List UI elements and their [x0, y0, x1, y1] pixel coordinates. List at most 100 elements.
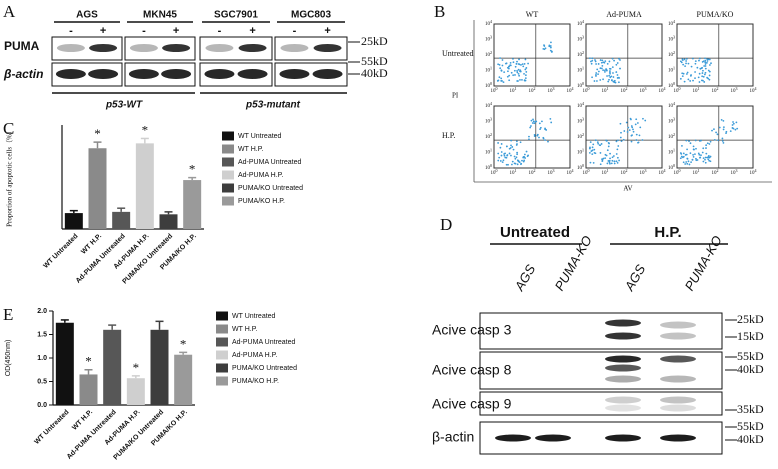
row-header: Untreated	[442, 49, 474, 58]
tick-base: 10	[485, 151, 491, 156]
cell-dot	[708, 58, 711, 61]
tick-exponent: 1	[607, 86, 609, 91]
tick-label: 103	[485, 116, 492, 124]
tick-label: 100	[674, 86, 681, 94]
tick-base: 10	[485, 84, 491, 89]
legend-swatch	[216, 363, 228, 373]
tick-base: 10	[712, 89, 718, 94]
tick-base: 10	[750, 171, 756, 176]
cell-dot	[594, 59, 596, 61]
tick-base: 10	[668, 120, 674, 125]
tick-label: 101	[485, 147, 492, 155]
cell-dot	[506, 66, 509, 69]
tick-label: 102	[529, 86, 536, 94]
cell-dot	[686, 162, 689, 165]
y-tick-label: 0.0	[37, 402, 47, 409]
cell-dot	[607, 160, 610, 162]
tick-exponent: 4	[582, 19, 584, 24]
cell-dot	[613, 59, 615, 62]
lane-label: AGS	[511, 262, 538, 294]
cell-dot	[687, 160, 690, 163]
cell-dot	[614, 81, 617, 84]
flow-plot	[585, 23, 663, 87]
cell-dot	[528, 135, 530, 138]
cell-dot	[615, 160, 618, 163]
cell-dot	[592, 143, 595, 146]
tick-exponent: 2	[673, 132, 675, 137]
cell-dot	[608, 159, 611, 162]
cell-dot	[596, 68, 599, 71]
tick-label: 102	[621, 168, 628, 176]
tick-exponent: 1	[490, 65, 492, 70]
cell-dot	[632, 128, 634, 131]
cell-dot	[499, 160, 502, 162]
blot-band	[129, 44, 158, 52]
cell-dot	[515, 140, 518, 143]
cell-dot	[545, 129, 548, 131]
cell-dot	[593, 148, 596, 151]
cell-dot	[706, 58, 709, 61]
cell-dot	[533, 135, 536, 138]
cell-dot	[596, 141, 599, 144]
cell-dot	[519, 69, 522, 72]
tick-base: 10	[668, 104, 674, 109]
cell-dot	[615, 140, 618, 143]
blot-band	[605, 434, 641, 442]
cell-dot	[685, 73, 688, 75]
tick-label: 102	[668, 132, 675, 140]
legend-swatch	[222, 157, 234, 167]
cell-dot	[707, 69, 710, 72]
cell-dot	[615, 63, 618, 66]
tick-base: 10	[485, 166, 491, 171]
blot-band	[88, 69, 119, 79]
tick-base: 10	[485, 69, 491, 74]
bar	[55, 322, 74, 405]
cell-dot	[531, 122, 534, 124]
tick-base: 10	[621, 171, 627, 176]
legend-swatch	[216, 350, 228, 360]
cell-dot	[589, 141, 592, 144]
cell-dot	[725, 132, 727, 135]
cell-dot	[616, 161, 619, 164]
tick-label: 104	[577, 101, 584, 109]
cell-dot	[515, 156, 518, 159]
cell-dot	[688, 163, 691, 166]
panel-letter: B	[434, 2, 445, 21]
cell-dot	[502, 81, 505, 84]
flow-plot	[493, 23, 571, 87]
tick-exponent: 4	[664, 168, 666, 173]
cell-dot	[720, 119, 723, 121]
tick-label: 100	[577, 81, 584, 89]
tick-base: 10	[668, 84, 674, 89]
cell-dot	[694, 62, 697, 65]
cell-dot	[606, 149, 609, 152]
cell-dot	[517, 63, 520, 65]
axis-label: PI	[452, 92, 459, 100]
cell-dot	[732, 122, 735, 125]
tick-exponent: 2	[534, 168, 536, 173]
cell-dot	[509, 147, 512, 149]
cell-dot	[597, 63, 600, 65]
blot-band	[128, 69, 159, 79]
cell-dot	[610, 162, 613, 165]
cell-dot	[619, 122, 622, 125]
legend-label: Ad-PUMA Untreated	[238, 159, 302, 166]
cell-dot	[617, 139, 619, 142]
cell-dot	[528, 138, 530, 141]
cell-dot	[619, 67, 621, 70]
cell-dot	[593, 80, 596, 82]
lane-sign: +	[173, 25, 179, 37]
cell-dot	[685, 60, 688, 62]
cell-dot	[625, 121, 628, 124]
cell-dot	[599, 152, 602, 154]
cell-dot	[682, 63, 685, 66]
tick-exponent: 1	[515, 86, 517, 91]
tick-label: 100	[674, 168, 681, 176]
tick-base: 10	[510, 171, 516, 176]
cell-dot	[721, 140, 724, 142]
tick-label: 104	[668, 19, 675, 27]
cell-dot	[630, 118, 632, 121]
lane-sign: +	[324, 25, 330, 37]
blot-band	[56, 44, 85, 52]
cell-dot	[681, 59, 684, 61]
